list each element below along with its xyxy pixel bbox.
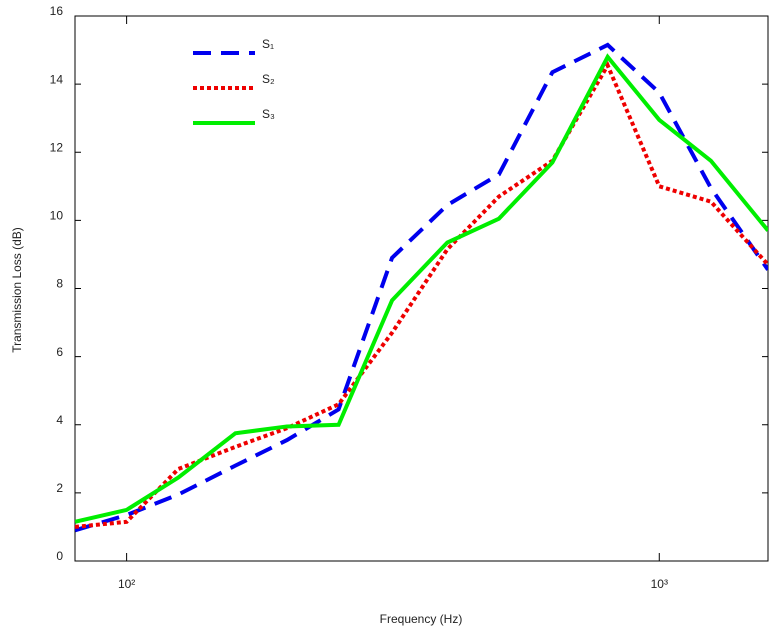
- y-tick-label: 2: [56, 481, 63, 495]
- y-tick-label: 14: [50, 72, 64, 86]
- y-axis-label: Transmission Loss (dB): [10, 227, 24, 353]
- legend-label: S₃: [262, 107, 275, 121]
- y-tick-label: 16: [50, 4, 64, 18]
- y-tick-label: 12: [50, 140, 64, 154]
- series-line: [75, 60, 768, 529]
- series-line: [75, 42, 768, 533]
- legend-label: S₂: [262, 72, 275, 86]
- x-tick-label: 10²: [118, 577, 135, 591]
- series-line: [75, 53, 768, 524]
- y-tick-label: 0: [56, 549, 63, 563]
- x-tick-label: 10³: [651, 577, 668, 591]
- x-axis-label: Frequency (Hz): [380, 612, 463, 626]
- y-tick-label: 6: [56, 345, 63, 359]
- legend-label: S₁: [262, 37, 274, 51]
- y-tick-label: 10: [50, 209, 64, 223]
- y-tick-label: 8: [56, 277, 63, 291]
- y-tick-label: 4: [56, 413, 63, 427]
